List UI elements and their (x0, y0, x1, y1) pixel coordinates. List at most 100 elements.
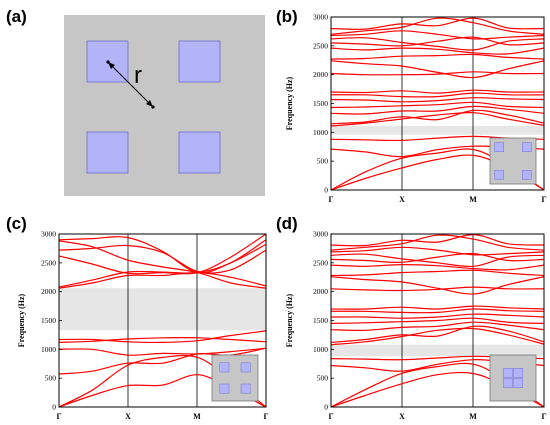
y-tick-label: 1500 (41, 316, 56, 325)
band-curve (330, 71, 545, 76)
x-tick-label: M (469, 412, 477, 421)
y-tick-label: 500 (45, 374, 57, 383)
band-curve (58, 347, 267, 356)
band-curve (330, 105, 545, 115)
bandgap-region (331, 125, 544, 135)
band-curve (330, 47, 545, 55)
bandgap-region (331, 344, 544, 357)
band-curve (330, 109, 545, 125)
band-curve (330, 37, 545, 51)
band-curve (330, 53, 545, 60)
band-curve (330, 313, 545, 319)
band-curve (330, 253, 545, 268)
y-tick-label: 3000 (41, 230, 56, 239)
inset-inclusion-1 (219, 362, 230, 373)
inset-inclusion-3 (219, 383, 230, 394)
band-curve (330, 321, 545, 331)
band-curve (330, 30, 545, 40)
band-curve (58, 236, 267, 274)
band-curve (330, 252, 545, 263)
inset-inclusion-2 (522, 142, 532, 153)
band-curve (330, 325, 545, 343)
inset-inclusion-1 (503, 368, 513, 378)
x-tick-label: M (193, 412, 201, 421)
band-curve (330, 97, 545, 103)
panel-c-label: (c) (6, 214, 27, 233)
y-tick-label: 2000 (313, 70, 328, 79)
inset-inclusion-3 (503, 378, 513, 388)
arrow-head-start (108, 62, 115, 69)
band-curve (58, 271, 267, 289)
y-tick-label: 0 (52, 403, 56, 412)
y-tick-label: 500 (317, 374, 329, 383)
inset-inclusion-2 (240, 362, 251, 373)
y-axis-label: Frequency (Hz) (17, 293, 26, 347)
panel-d-label: (d) (276, 214, 298, 233)
distance-arrow (107, 61, 154, 108)
center-dot-start (106, 60, 110, 64)
inset-unit-cell (489, 354, 537, 402)
band-curve (330, 317, 545, 324)
band-curve (330, 305, 545, 310)
distance-label: r (134, 62, 142, 89)
inset-inclusion-2 (513, 368, 523, 378)
band-curve (330, 89, 545, 94)
band-curve (330, 276, 545, 295)
band-curve (330, 246, 545, 256)
band-curve (58, 240, 267, 289)
band-curve (330, 36, 545, 47)
band-curve (330, 17, 545, 35)
inset-unit-cell (211, 354, 259, 402)
x-tick-label: Γ (56, 412, 61, 421)
band-curve (330, 101, 545, 109)
x-tick-label: Γ (541, 195, 546, 204)
panel-a: (a) r (6, 7, 265, 196)
x-tick-label: Γ (541, 412, 546, 421)
inclusion-top-right (178, 40, 221, 83)
y-tick-label: 1500 (313, 99, 328, 108)
band-curve (330, 286, 545, 292)
x-tick-label: Γ (328, 412, 333, 421)
band-curve (330, 111, 545, 127)
x-tick-label: M (469, 195, 477, 204)
y-tick-label: 2000 (313, 287, 328, 296)
y-tick-label: 2500 (41, 258, 56, 267)
inclusion-bottom-left (86, 131, 129, 174)
x-tick-label: X (125, 412, 131, 421)
y-tick-label: 0 (324, 186, 328, 195)
band-curve (330, 17, 545, 30)
center-dot-end (151, 105, 155, 109)
y-tick-label: 0 (324, 403, 328, 412)
band-curve (330, 233, 545, 247)
y-tick-label: 1000 (313, 345, 328, 354)
inset-inclusion-3 (494, 169, 505, 180)
y-tick-label: 2500 (313, 41, 328, 50)
x-tick-label: Γ (263, 412, 268, 421)
band-curve (58, 233, 267, 275)
inset-inclusion-4 (522, 169, 532, 180)
panel-a-label: (a) (6, 7, 27, 26)
y-tick-label: 1500 (313, 316, 328, 325)
y-axis-label: Frequency (Hz) (285, 76, 294, 130)
band-curve (58, 330, 267, 344)
x-tick-label: Γ (328, 195, 333, 204)
y-tick-label: 1000 (41, 345, 56, 354)
y-axis-label: Frequency (Hz) (285, 293, 294, 347)
y-tick-label: 2000 (41, 287, 56, 296)
band-curve (330, 327, 545, 346)
bandgap-region (59, 288, 266, 331)
inclusion-bottom-right (178, 131, 221, 174)
band-curve (330, 60, 545, 79)
band-curve (330, 92, 545, 98)
band-curve (330, 263, 545, 271)
band-curve (330, 234, 545, 251)
y-tick-label: 1000 (313, 128, 328, 137)
x-tick-label: X (399, 195, 405, 204)
inset-inclusion-1 (494, 142, 505, 153)
band-curve (330, 269, 545, 277)
arrow-head-end (146, 100, 153, 107)
